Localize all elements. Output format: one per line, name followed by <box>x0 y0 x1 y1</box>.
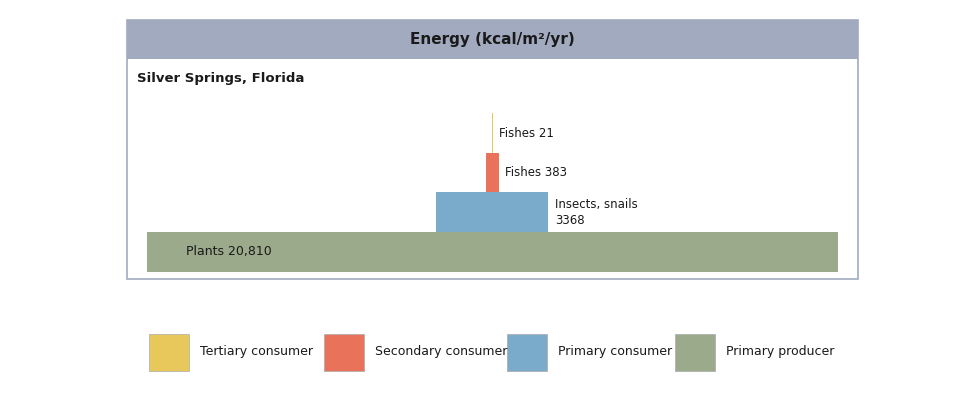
FancyBboxPatch shape <box>507 335 547 371</box>
Bar <box>486 153 499 192</box>
Text: Primary producer: Primary producer <box>726 345 835 358</box>
Text: Fishes 21: Fishes 21 <box>499 126 554 139</box>
FancyBboxPatch shape <box>675 335 716 371</box>
FancyBboxPatch shape <box>148 335 189 371</box>
Text: Energy (kcal/m²/yr): Energy (kcal/m²/yr) <box>410 32 574 47</box>
Bar <box>127 20 858 59</box>
Bar <box>146 232 838 271</box>
Bar <box>437 192 548 232</box>
Text: Plants 20,810: Plants 20,810 <box>186 245 272 258</box>
Text: Primary consumer: Primary consumer <box>558 345 673 358</box>
Text: Secondary consumer: Secondary consumer <box>375 345 508 358</box>
Text: Tertiary consumer: Tertiary consumer <box>200 345 313 358</box>
Text: Insects, snails
3368: Insects, snails 3368 <box>555 198 638 227</box>
Text: Silver Springs, Florida: Silver Springs, Florida <box>136 72 304 85</box>
FancyBboxPatch shape <box>324 335 365 371</box>
Text: Fishes 383: Fishes 383 <box>505 166 567 179</box>
